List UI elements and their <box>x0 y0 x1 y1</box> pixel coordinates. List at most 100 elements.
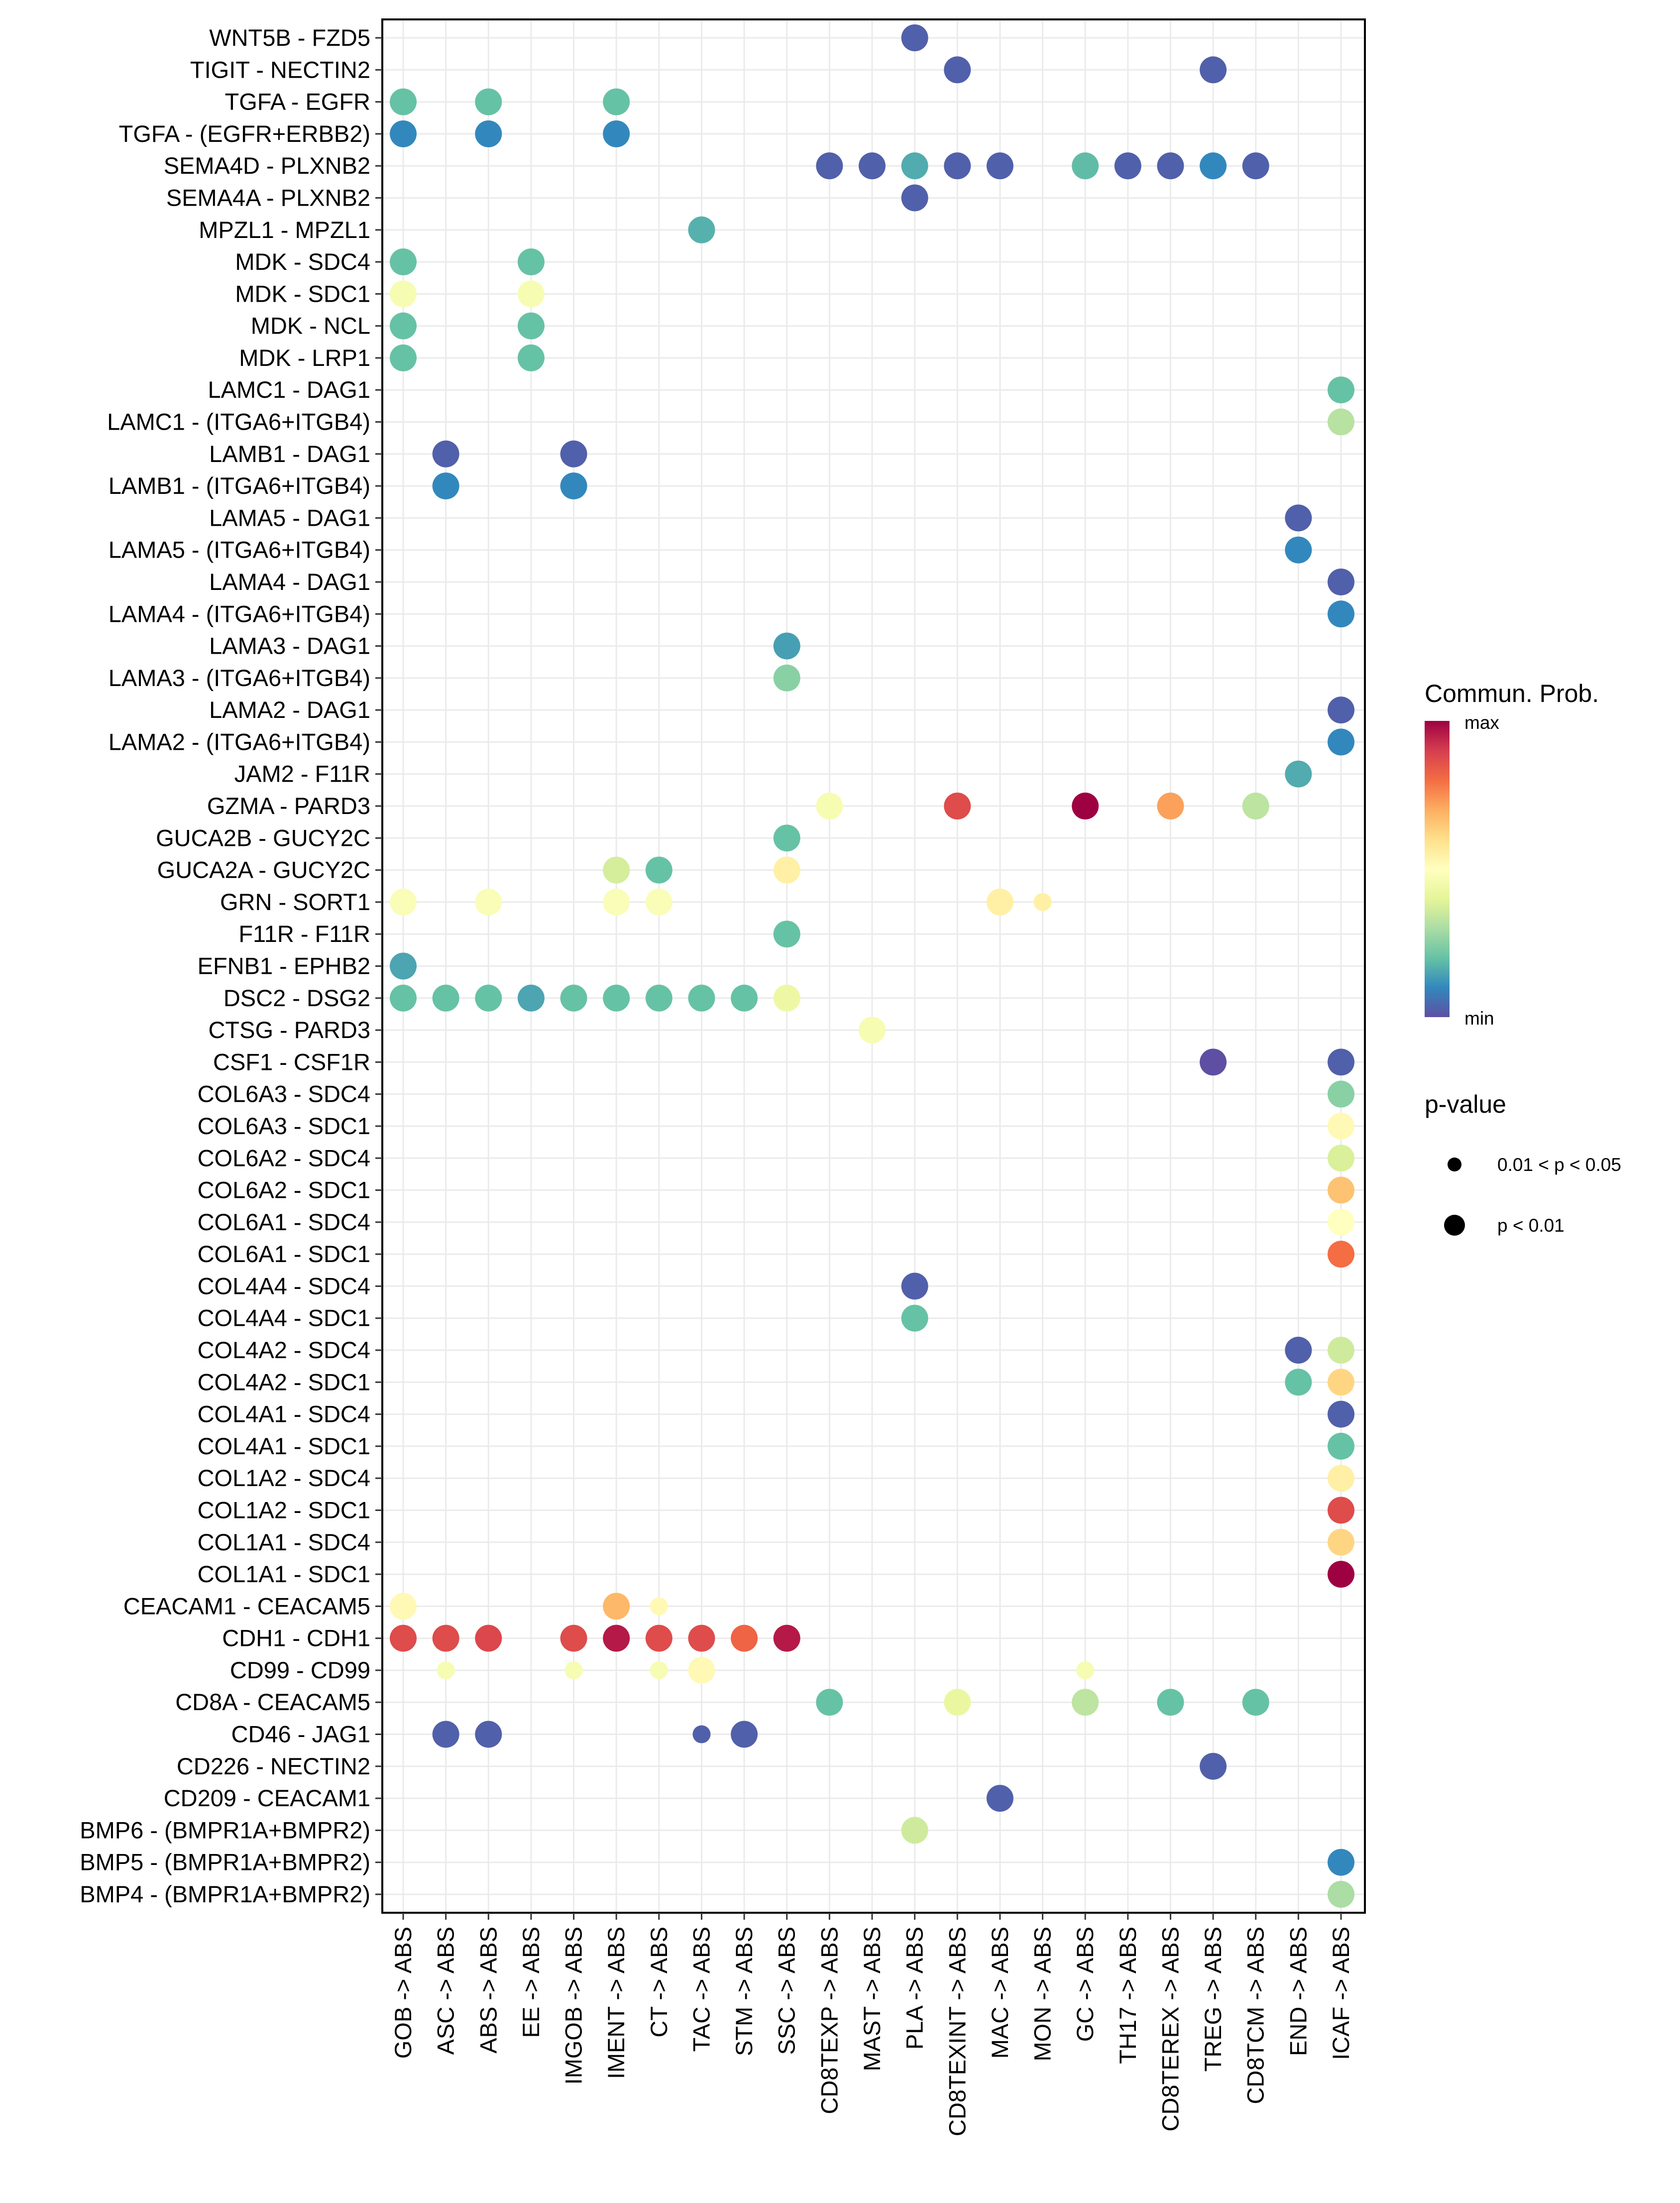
data-point <box>390 888 417 916</box>
data-point <box>560 984 587 1012</box>
y-tick-label: CSF1 - CSF1R <box>213 1048 370 1075</box>
x-tick-label: STM -> ABS <box>731 1927 757 2056</box>
data-point <box>603 984 630 1012</box>
y-tick-label: LAMA2 - (ITGA6+ITGB4) <box>109 728 370 755</box>
data-point <box>816 793 843 820</box>
y-tick-label: CEACAM1 - CEACAM5 <box>123 1593 370 1619</box>
data-point <box>517 344 545 371</box>
y-tick-label: SEMA4A - PLXNB2 <box>166 184 370 211</box>
y-tick-label: CD209 - CEACAM1 <box>164 1785 370 1811</box>
y-tick-label: LAMA2 - DAG1 <box>209 696 370 723</box>
data-point <box>645 888 672 916</box>
x-tick-label: EE -> ABS <box>518 1927 544 2038</box>
data-point <box>1157 1689 1184 1716</box>
size-legend-label-large: p < 0.01 <box>1497 1215 1565 1236</box>
data-point <box>1285 504 1312 532</box>
y-tick-label: WNT5B - FZD5 <box>209 24 370 51</box>
colorbar-min-label: min <box>1464 1008 1494 1029</box>
data-point <box>1200 56 1227 84</box>
data-point <box>1072 1689 1099 1716</box>
data-point <box>816 1689 843 1716</box>
data-point <box>688 1624 715 1652</box>
size-legend-key-small <box>1448 1158 1461 1171</box>
y-tick-label: COL6A1 - SDC4 <box>198 1209 370 1235</box>
data-point <box>432 984 459 1012</box>
data-point <box>1328 1176 1354 1204</box>
x-tick-label: END -> ABS <box>1285 1927 1311 2056</box>
data-point <box>731 984 758 1012</box>
data-point <box>901 152 928 180</box>
data-point <box>1328 376 1354 404</box>
y-tick-label: MDK - NCL <box>251 313 370 339</box>
data-point <box>1242 152 1269 180</box>
x-tick-label: CD8TEREX -> ABS <box>1157 1927 1183 2131</box>
data-point <box>1072 152 1099 180</box>
x-tick-label: MAC -> ABS <box>987 1927 1013 2059</box>
size-legend-key-large <box>1444 1215 1465 1236</box>
y-tick-label: COL6A1 - SDC1 <box>198 1241 370 1267</box>
data-point <box>1200 1048 1227 1076</box>
y-tick-label: COL4A1 - SDC1 <box>198 1433 370 1459</box>
data-point <box>390 88 417 116</box>
data-point <box>390 248 417 276</box>
y-tick-label: CD46 - JAG1 <box>231 1721 370 1747</box>
data-point <box>1328 408 1354 436</box>
data-point <box>944 56 971 84</box>
data-point <box>1328 1337 1354 1364</box>
data-point <box>1328 1465 1354 1492</box>
y-tick-label: COL6A3 - SDC1 <box>198 1113 370 1139</box>
x-tick-label: PLA -> ABS <box>901 1927 928 2050</box>
y-tick-label: TIGIT - NECTIN2 <box>190 56 370 83</box>
data-point <box>901 1273 928 1300</box>
data-point <box>1328 1849 1354 1876</box>
data-point <box>1328 1561 1354 1588</box>
x-tick-label: CD8TEXINT -> ABS <box>944 1927 970 2136</box>
data-point <box>475 88 502 116</box>
y-tick-label: COL6A3 - SDC4 <box>198 1081 370 1107</box>
y-tick-label: MDK - LRP1 <box>239 345 370 371</box>
data-point <box>1328 1528 1354 1556</box>
data-point <box>517 312 545 340</box>
data-point <box>437 1661 455 1679</box>
y-tick-label: LAMC1 - DAG1 <box>208 376 370 403</box>
data-point <box>1328 1112 1354 1140</box>
y-tick-label: GUCA2B - GUCY2C <box>156 824 370 851</box>
data-point <box>1076 1661 1095 1679</box>
data-point <box>517 248 545 276</box>
data-point <box>650 1661 668 1679</box>
size-legend-title: p-value <box>1425 1090 1506 1118</box>
x-tick-label: ICAF -> ABS <box>1328 1927 1354 2060</box>
data-point <box>1242 1689 1269 1716</box>
data-point <box>986 888 1013 916</box>
data-point <box>560 1624 587 1652</box>
data-point <box>1114 152 1141 180</box>
data-point <box>564 1661 583 1679</box>
y-tick-label: COL6A2 - SDC4 <box>198 1145 370 1171</box>
data-point <box>560 472 587 500</box>
data-point <box>859 152 886 180</box>
y-tick-label: COL4A2 - SDC1 <box>198 1369 370 1395</box>
y-tick-label: LAMA5 - (ITGA6+ITGB4) <box>109 537 370 563</box>
data-point <box>390 312 417 340</box>
data-point <box>692 1725 711 1743</box>
x-tick-label: SSC -> ABS <box>774 1927 800 2055</box>
data-point <box>901 1817 928 1844</box>
data-point <box>1033 893 1052 911</box>
x-tick-label: TREG -> ABS <box>1200 1927 1226 2072</box>
y-tick-label: EFNB1 - EPHB2 <box>198 953 370 979</box>
data-points <box>390 24 1354 1908</box>
data-point <box>1285 760 1312 788</box>
data-point <box>1285 536 1312 564</box>
data-point <box>390 1624 417 1652</box>
y-tick-label: JAM2 - F11R <box>234 761 370 787</box>
y-tick-label: GZMA - PARD3 <box>207 793 370 819</box>
data-point <box>432 440 459 467</box>
data-point <box>688 1656 715 1684</box>
data-point <box>901 24 928 51</box>
y-tick-label: CD226 - NECTIN2 <box>177 1753 370 1779</box>
data-point <box>603 1593 630 1620</box>
data-point <box>475 888 502 916</box>
color-legend-title: Commun. Prob. <box>1425 680 1599 707</box>
data-point <box>560 440 587 467</box>
